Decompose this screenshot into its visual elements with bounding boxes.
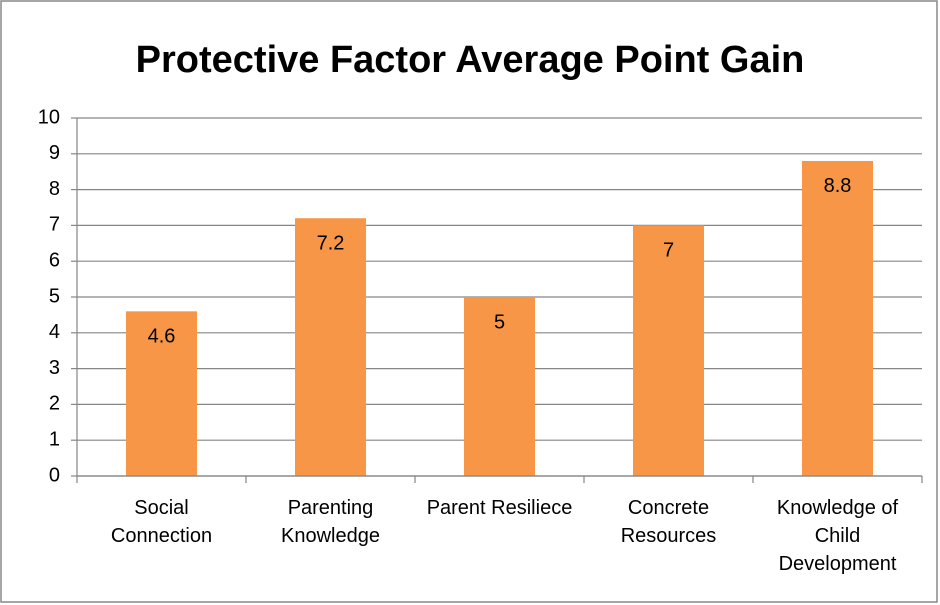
data-label: 4.6 — [148, 326, 176, 348]
y-tick-label: 9 — [49, 142, 60, 164]
y-tick-label: 10 — [38, 106, 60, 128]
x-tick-label: Parent Resiliece — [426, 497, 573, 519]
bar — [802, 160, 873, 476]
y-tick-label: 4 — [49, 321, 60, 343]
bar — [464, 297, 535, 476]
x-tick-label: Knowledge of Child Development — [776, 497, 899, 575]
y-tick-label: 6 — [49, 249, 60, 271]
data-label: 8.8 — [824, 175, 852, 197]
y-tick-label: 7 — [49, 214, 60, 236]
y-tick-label: 1 — [49, 428, 60, 450]
y-tick-label: 8 — [49, 178, 60, 200]
y-tick-label: 0 — [49, 464, 60, 486]
bar — [633, 225, 704, 476]
y-tick-label: 3 — [49, 357, 60, 379]
x-tick-label: Parenting Knowledge — [281, 497, 380, 547]
bar — [295, 218, 366, 477]
data-label: 7 — [663, 240, 674, 262]
y-tick-label: 2 — [49, 393, 60, 415]
chart-title: Protective Factor Average Point Gain — [136, 39, 805, 81]
data-label: 5 — [494, 311, 505, 333]
y-tick-label: 5 — [49, 285, 60, 307]
data-label: 7.2 — [317, 233, 345, 255]
bar — [126, 311, 197, 476]
x-tick-label: Social Connection — [110, 497, 213, 547]
x-tick-label: Concrete Resources — [620, 497, 717, 547]
